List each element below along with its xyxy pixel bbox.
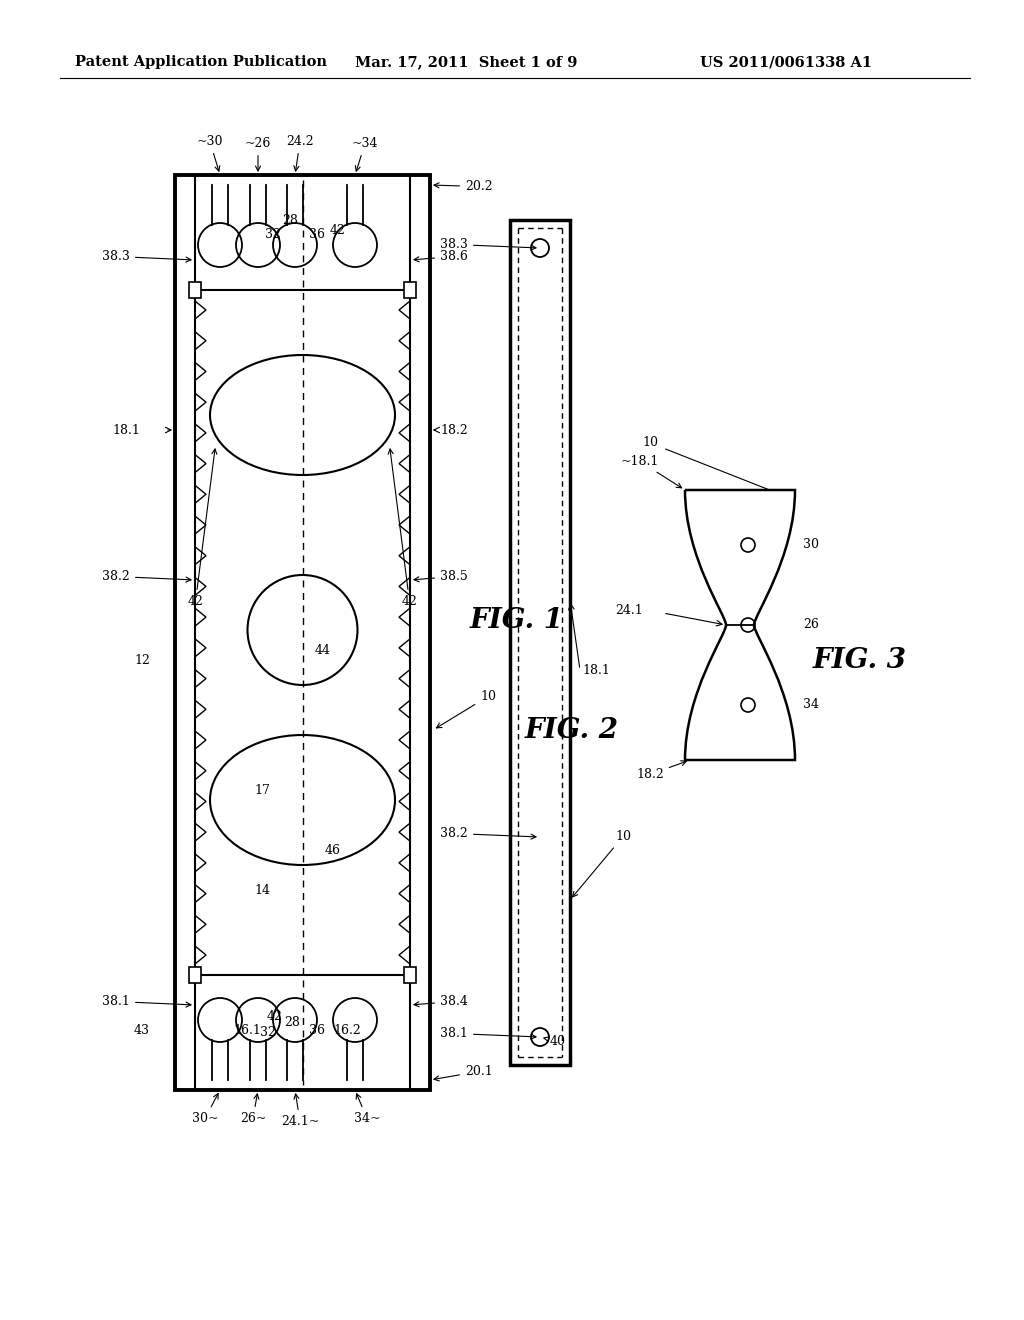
Text: Mar. 17, 2011  Sheet 1 of 9: Mar. 17, 2011 Sheet 1 of 9: [355, 55, 578, 69]
Text: 30~: 30~: [191, 1093, 218, 1125]
Text: 18.2: 18.2: [440, 424, 468, 437]
Text: 36: 36: [309, 228, 326, 242]
Text: US 2011/0061338 A1: US 2011/0061338 A1: [700, 55, 872, 69]
Text: 32: 32: [264, 228, 281, 242]
Text: 38.3: 38.3: [102, 249, 191, 263]
Text: FIG. 1: FIG. 1: [470, 606, 564, 634]
Text: Patent Application Publication: Patent Application Publication: [75, 55, 327, 69]
Bar: [189, 968, 201, 983]
Text: 26~: 26~: [240, 1094, 266, 1125]
Text: 10: 10: [436, 690, 496, 727]
Text: 28: 28: [283, 214, 298, 227]
Text: 42: 42: [266, 1011, 283, 1023]
Text: 18.1: 18.1: [112, 424, 140, 437]
Text: 20.2: 20.2: [434, 180, 493, 193]
Text: 14: 14: [255, 883, 270, 896]
Text: 38.2: 38.2: [440, 828, 536, 840]
Text: ~34: ~34: [352, 137, 378, 172]
Text: 42: 42: [388, 449, 418, 609]
Text: 38.1: 38.1: [440, 1027, 536, 1040]
Text: 34: 34: [803, 698, 819, 711]
Text: 38.3: 38.3: [440, 238, 536, 251]
Text: 28: 28: [285, 1016, 300, 1030]
Bar: [189, 282, 201, 298]
Text: 42: 42: [187, 449, 217, 609]
Text: 38.5: 38.5: [414, 570, 468, 583]
Text: 24.1: 24.1: [615, 603, 643, 616]
Bar: [510, 220, 570, 1065]
Text: 26: 26: [803, 619, 819, 631]
Text: ~26: ~26: [245, 137, 271, 172]
Text: 12: 12: [134, 653, 150, 667]
Text: 30: 30: [803, 539, 819, 552]
Text: 34~: 34~: [353, 1094, 380, 1125]
Text: 44: 44: [314, 644, 331, 656]
Text: 38.1: 38.1: [102, 995, 191, 1008]
Text: 18.1: 18.1: [582, 664, 610, 676]
Text: 17: 17: [255, 784, 270, 796]
Text: FIG. 2: FIG. 2: [525, 717, 618, 743]
Text: 36: 36: [309, 1023, 326, 1036]
Text: ~30: ~30: [197, 135, 223, 172]
Text: 32: 32: [259, 1027, 275, 1040]
Text: ~18.1: ~18.1: [621, 455, 682, 488]
Text: 18.2: 18.2: [636, 760, 686, 781]
PathPatch shape: [685, 490, 795, 760]
Text: 40: 40: [544, 1035, 566, 1048]
Text: 10: 10: [642, 436, 658, 449]
Bar: [404, 968, 416, 983]
Text: FIG. 3: FIG. 3: [813, 647, 907, 673]
Text: 38.2: 38.2: [102, 570, 191, 583]
Text: 42: 42: [330, 223, 345, 236]
Text: 24.1~: 24.1~: [281, 1094, 319, 1129]
Text: 24.2: 24.2: [286, 135, 313, 172]
Bar: [404, 282, 416, 298]
Bar: [175, 176, 430, 1090]
Text: 46: 46: [325, 843, 341, 857]
Text: 38.4: 38.4: [414, 995, 468, 1008]
Text: 43: 43: [134, 1023, 150, 1036]
Text: 16.2: 16.2: [334, 1023, 361, 1036]
Text: 38.6: 38.6: [414, 249, 468, 263]
Text: 20.1: 20.1: [434, 1065, 493, 1081]
Text: 10: 10: [572, 830, 631, 896]
Text: 16.1: 16.1: [233, 1023, 261, 1036]
